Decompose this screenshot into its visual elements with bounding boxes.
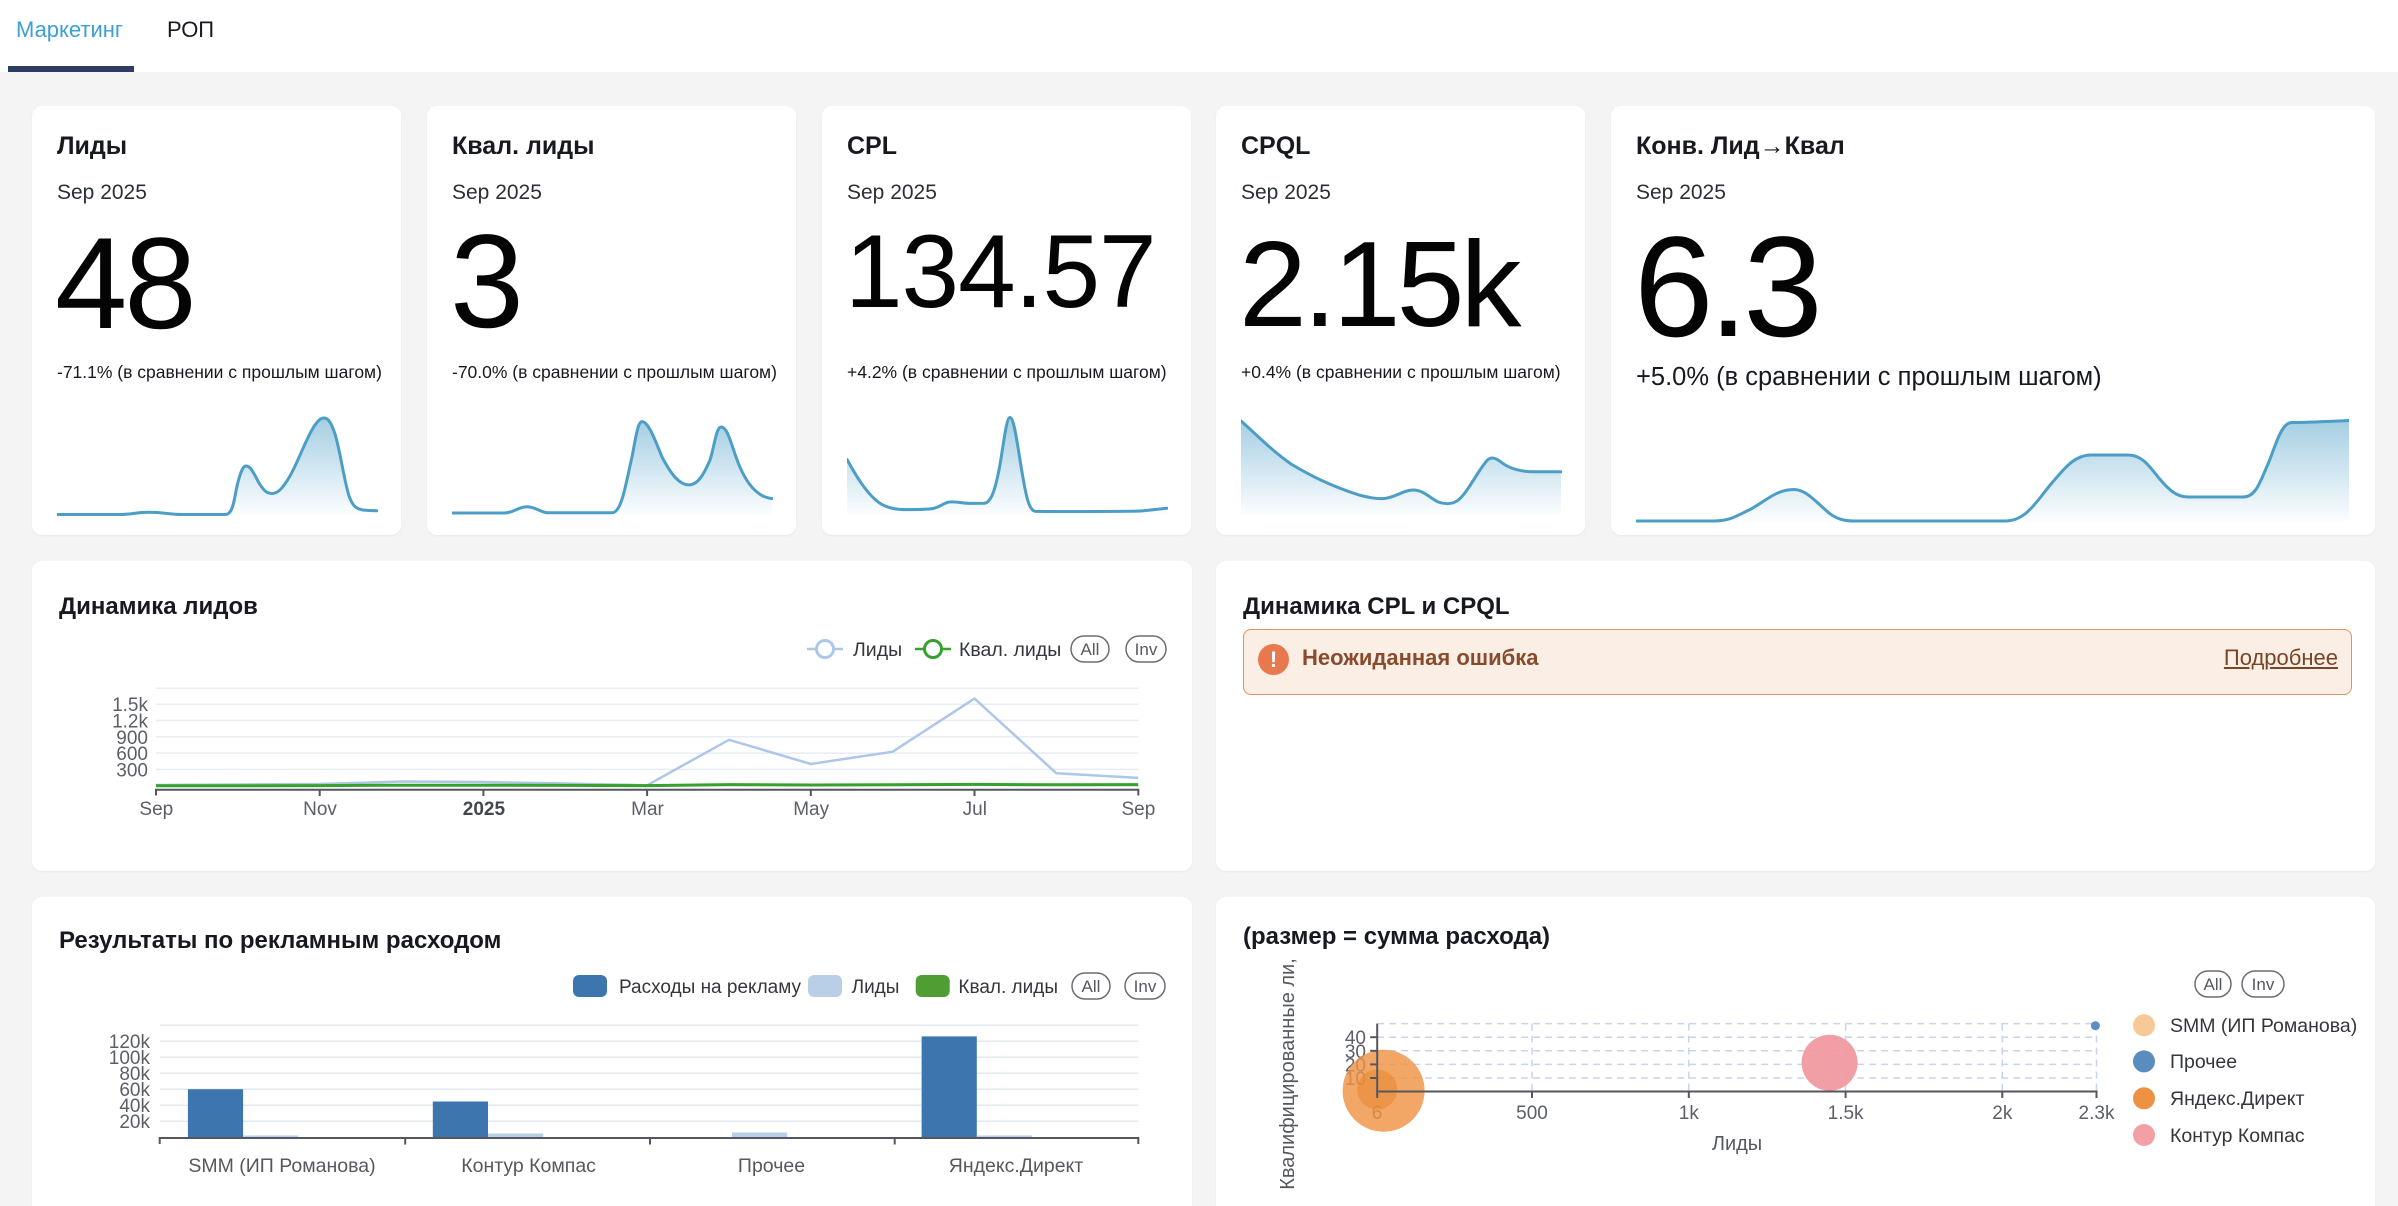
svg-text:Квал. лиды: Квал. лиды <box>958 977 1058 998</box>
svg-text:Inv: Inv <box>1134 977 1157 996</box>
svg-text:1.2k: 1.2k <box>112 711 148 732</box>
svg-text:900: 900 <box>116 728 148 749</box>
svg-text:40: 40 <box>1345 1028 1366 1049</box>
svg-text:2.3k: 2.3k <box>2079 1103 2115 1124</box>
svg-text:2025: 2025 <box>463 799 506 820</box>
svg-text:Лиды: Лиды <box>1712 1133 1762 1155</box>
svg-text:100k: 100k <box>109 1048 151 1069</box>
svg-text:20k: 20k <box>119 1112 150 1133</box>
svg-text:Прочее: Прочее <box>2170 1051 2237 1073</box>
svg-text:Квал. лиды: Квал. лиды <box>959 639 1061 661</box>
svg-text:Inv: Inv <box>2252 975 2275 994</box>
svg-text:Jul: Jul <box>963 799 987 820</box>
svg-text:1.5k: 1.5k <box>1828 1103 1864 1124</box>
svg-text:All: All <box>1081 640 1100 659</box>
svg-text:Прочее: Прочее <box>738 1155 805 1177</box>
svg-text:Лиды: Лиды <box>852 977 900 998</box>
svg-text:2k: 2k <box>1992 1103 2013 1124</box>
svg-text:80k: 80k <box>119 1064 150 1085</box>
svg-text:Расходы на рекламу: Расходы на рекламу <box>619 977 801 998</box>
svg-text:All: All <box>1082 977 1101 996</box>
svg-text:Mar: Mar <box>631 799 664 820</box>
svg-text:1.5k: 1.5k <box>112 695 148 716</box>
svg-text:120k: 120k <box>109 1032 151 1053</box>
svg-text:Квалифицированные ли,: Квалифицированные ли, <box>1277 958 1299 1190</box>
svg-text:All: All <box>2204 975 2223 994</box>
svg-text:Лиды: Лиды <box>853 639 902 661</box>
svg-text:600: 600 <box>116 744 148 765</box>
svg-text:Яндекс.Директ: Яндекс.Директ <box>949 1155 1084 1177</box>
svg-text:Контур Компас: Контур Компас <box>2170 1125 2305 1147</box>
svg-text:300: 300 <box>116 760 148 781</box>
svg-text:Inv: Inv <box>1135 640 1158 659</box>
svg-text:Контур Компас: Контур Компас <box>461 1155 596 1177</box>
svg-text:1k: 1k <box>1679 1103 1700 1124</box>
svg-text:Sep: Sep <box>1121 799 1155 820</box>
svg-text:500: 500 <box>1516 1103 1548 1124</box>
svg-text:Яндекс.Директ: Яндекс.Директ <box>2170 1088 2305 1110</box>
svg-text:SMM (ИП Романова): SMM (ИП Романова) <box>2170 1015 2357 1037</box>
svg-text:Nov: Nov <box>303 799 337 820</box>
svg-text:May: May <box>793 799 829 820</box>
svg-text:SMM (ИП Романова): SMM (ИП Романова) <box>188 1155 375 1177</box>
svg-text:Sep: Sep <box>139 799 173 820</box>
svg-text:40k: 40k <box>119 1096 150 1117</box>
svg-text:60k: 60k <box>119 1080 150 1101</box>
